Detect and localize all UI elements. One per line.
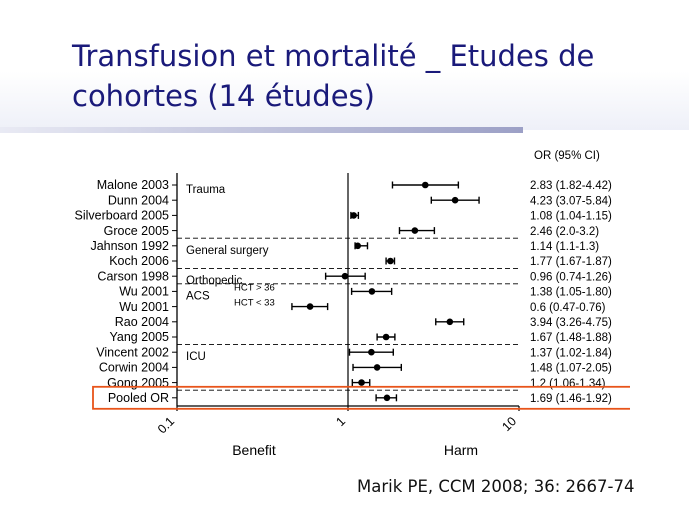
forest-plot-panel: OR (95% CI) Malone 2003 2.83 (1.82-4.42) Du…: [64, 144, 630, 462]
odds-ratio-point: [373, 364, 381, 371]
study-label: Wu 2001: [119, 285, 169, 299]
study-label: Vincent 2002: [96, 345, 169, 359]
group-label: ACS: [186, 290, 210, 302]
study-label: Carson 1998: [97, 269, 169, 283]
study-label: Jahnson 1992: [90, 239, 169, 253]
ci-value: 1.14 (1.1-1.3): [530, 241, 599, 253]
odds-ratio-point: [354, 242, 362, 250]
study-label: Koch 2006: [109, 254, 169, 268]
ci-value: 0.96 (0.74-1.26): [530, 271, 612, 283]
ci-value: 3.94 (3.26-4.75): [530, 317, 612, 329]
study-label: Malone 2003: [97, 178, 169, 192]
study-label: Wu 2001: [119, 300, 169, 314]
forest-plot: OR (95% CI) Malone 2003 2.83 (1.82-4.42) Du…: [74, 150, 630, 458]
odds-ratio-point: [421, 181, 429, 189]
x-tick-label: 10: [499, 414, 519, 434]
subgroup-label: HCT < 33: [234, 298, 275, 309]
group-label: ICU: [186, 351, 206, 363]
x-axis-label-harm: Harm: [444, 442, 478, 458]
study-label: Dunn 2004: [108, 193, 169, 207]
study-label: Groce 2005: [104, 224, 169, 238]
x-axis-label-benefit: Benefit: [232, 442, 276, 458]
ci-value: 4.23 (3.07-5.84): [530, 195, 612, 207]
citation: Marik PE, CCM 2008; 36: 2667-74: [357, 477, 635, 496]
study-label: Yang 2005: [109, 330, 169, 344]
study-label: Pooled OR: [108, 391, 169, 405]
ci-value: 1.48 (1.07-2.05): [530, 363, 612, 375]
odds-ratio-point: [341, 272, 349, 280]
ci-value: 1.67 (1.48-1.88): [530, 332, 612, 344]
odds-ratio-point: [387, 257, 394, 265]
study-label: Rao 2004: [115, 315, 169, 329]
title-underline-rule: [0, 127, 523, 133]
odds-ratio-point: [358, 379, 365, 386]
group-label: Trauma: [186, 184, 226, 196]
odds-ratio-point: [451, 196, 459, 204]
odds-ratio-point: [350, 212, 358, 219]
odds-ratio-point: [306, 303, 314, 310]
x-tick-label: 0.1: [155, 414, 177, 436]
group-label: General surgery: [186, 245, 269, 257]
ci-value: 1.69 (1.46-1.92): [530, 393, 612, 405]
odds-ratio-point: [382, 333, 390, 341]
ci-value: 1.08 (1.04-1.15): [530, 211, 612, 223]
odds-ratio-point: [368, 288, 376, 295]
odds-ratio-point: [368, 348, 375, 356]
x-tick-label: 1: [333, 414, 348, 429]
title-background-band: [0, 0, 689, 130]
pooled-or-highlight-box: [92, 385, 630, 410]
slide-title: Transfusion et mortalité _ Etudes de coh…: [72, 36, 682, 116]
ci-value: 2.46 (2.0-3.2): [530, 226, 599, 238]
study-label: Corwin 2004: [99, 361, 169, 375]
ci-value: 0.6 (0.47-0.76): [530, 302, 606, 314]
group-label: Orthopedic: [186, 275, 243, 287]
slide-title-line-1: Transfusion et mortalité _ Etudes de: [72, 39, 595, 73]
pooled-estimate-point: [383, 394, 391, 402]
ci-value: 1.77 (1.67-1.87): [530, 256, 612, 268]
ci-value: 2.83 (1.82-4.42): [530, 180, 612, 192]
odds-ratio-point: [446, 318, 454, 326]
ci-value: 1.2 (1.06-1.34): [530, 378, 606, 390]
ci-value: 1.37 (1.02-1.84): [530, 347, 612, 359]
column-header: OR (95% CI): [534, 150, 600, 162]
ci-value: 1.38 (1.05-1.80): [530, 287, 612, 299]
odds-ratio-point: [411, 227, 419, 234]
subgroup-label: HCT > 36: [234, 282, 275, 293]
study-label: Silverboard 2005: [74, 209, 169, 223]
slide-title-line-2: cohortes (14 études): [72, 79, 375, 113]
